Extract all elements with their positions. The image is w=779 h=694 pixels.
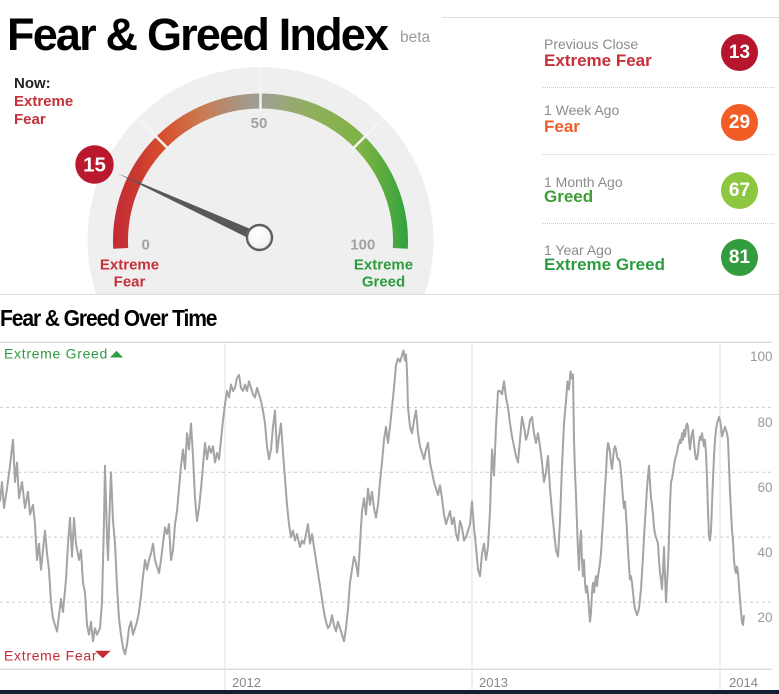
svg-text:15: 15 (83, 154, 106, 177)
svg-text:Greed: Greed (362, 274, 405, 291)
svg-text:40: 40 (757, 545, 772, 560)
svg-text:2014: 2014 (729, 675, 758, 690)
svg-text:Extreme: Extreme (354, 257, 413, 274)
svg-text:80: 80 (757, 415, 772, 430)
svg-text:Extreme Fear: Extreme Fear (4, 648, 97, 664)
svg-text:0: 0 (142, 237, 150, 254)
svg-text:50: 50 (251, 115, 268, 132)
svg-text:2013: 2013 (479, 675, 508, 690)
svg-text:60: 60 (757, 480, 772, 495)
svg-text:100: 100 (750, 349, 773, 364)
svg-text:100: 100 (350, 237, 375, 254)
svg-text:Extreme: Extreme (100, 257, 159, 274)
svg-text:20: 20 (757, 610, 772, 625)
svg-text:Extreme Greed: Extreme Greed (4, 346, 108, 362)
svg-text:2012: 2012 (232, 675, 261, 690)
svg-text:Fear: Fear (114, 274, 146, 291)
